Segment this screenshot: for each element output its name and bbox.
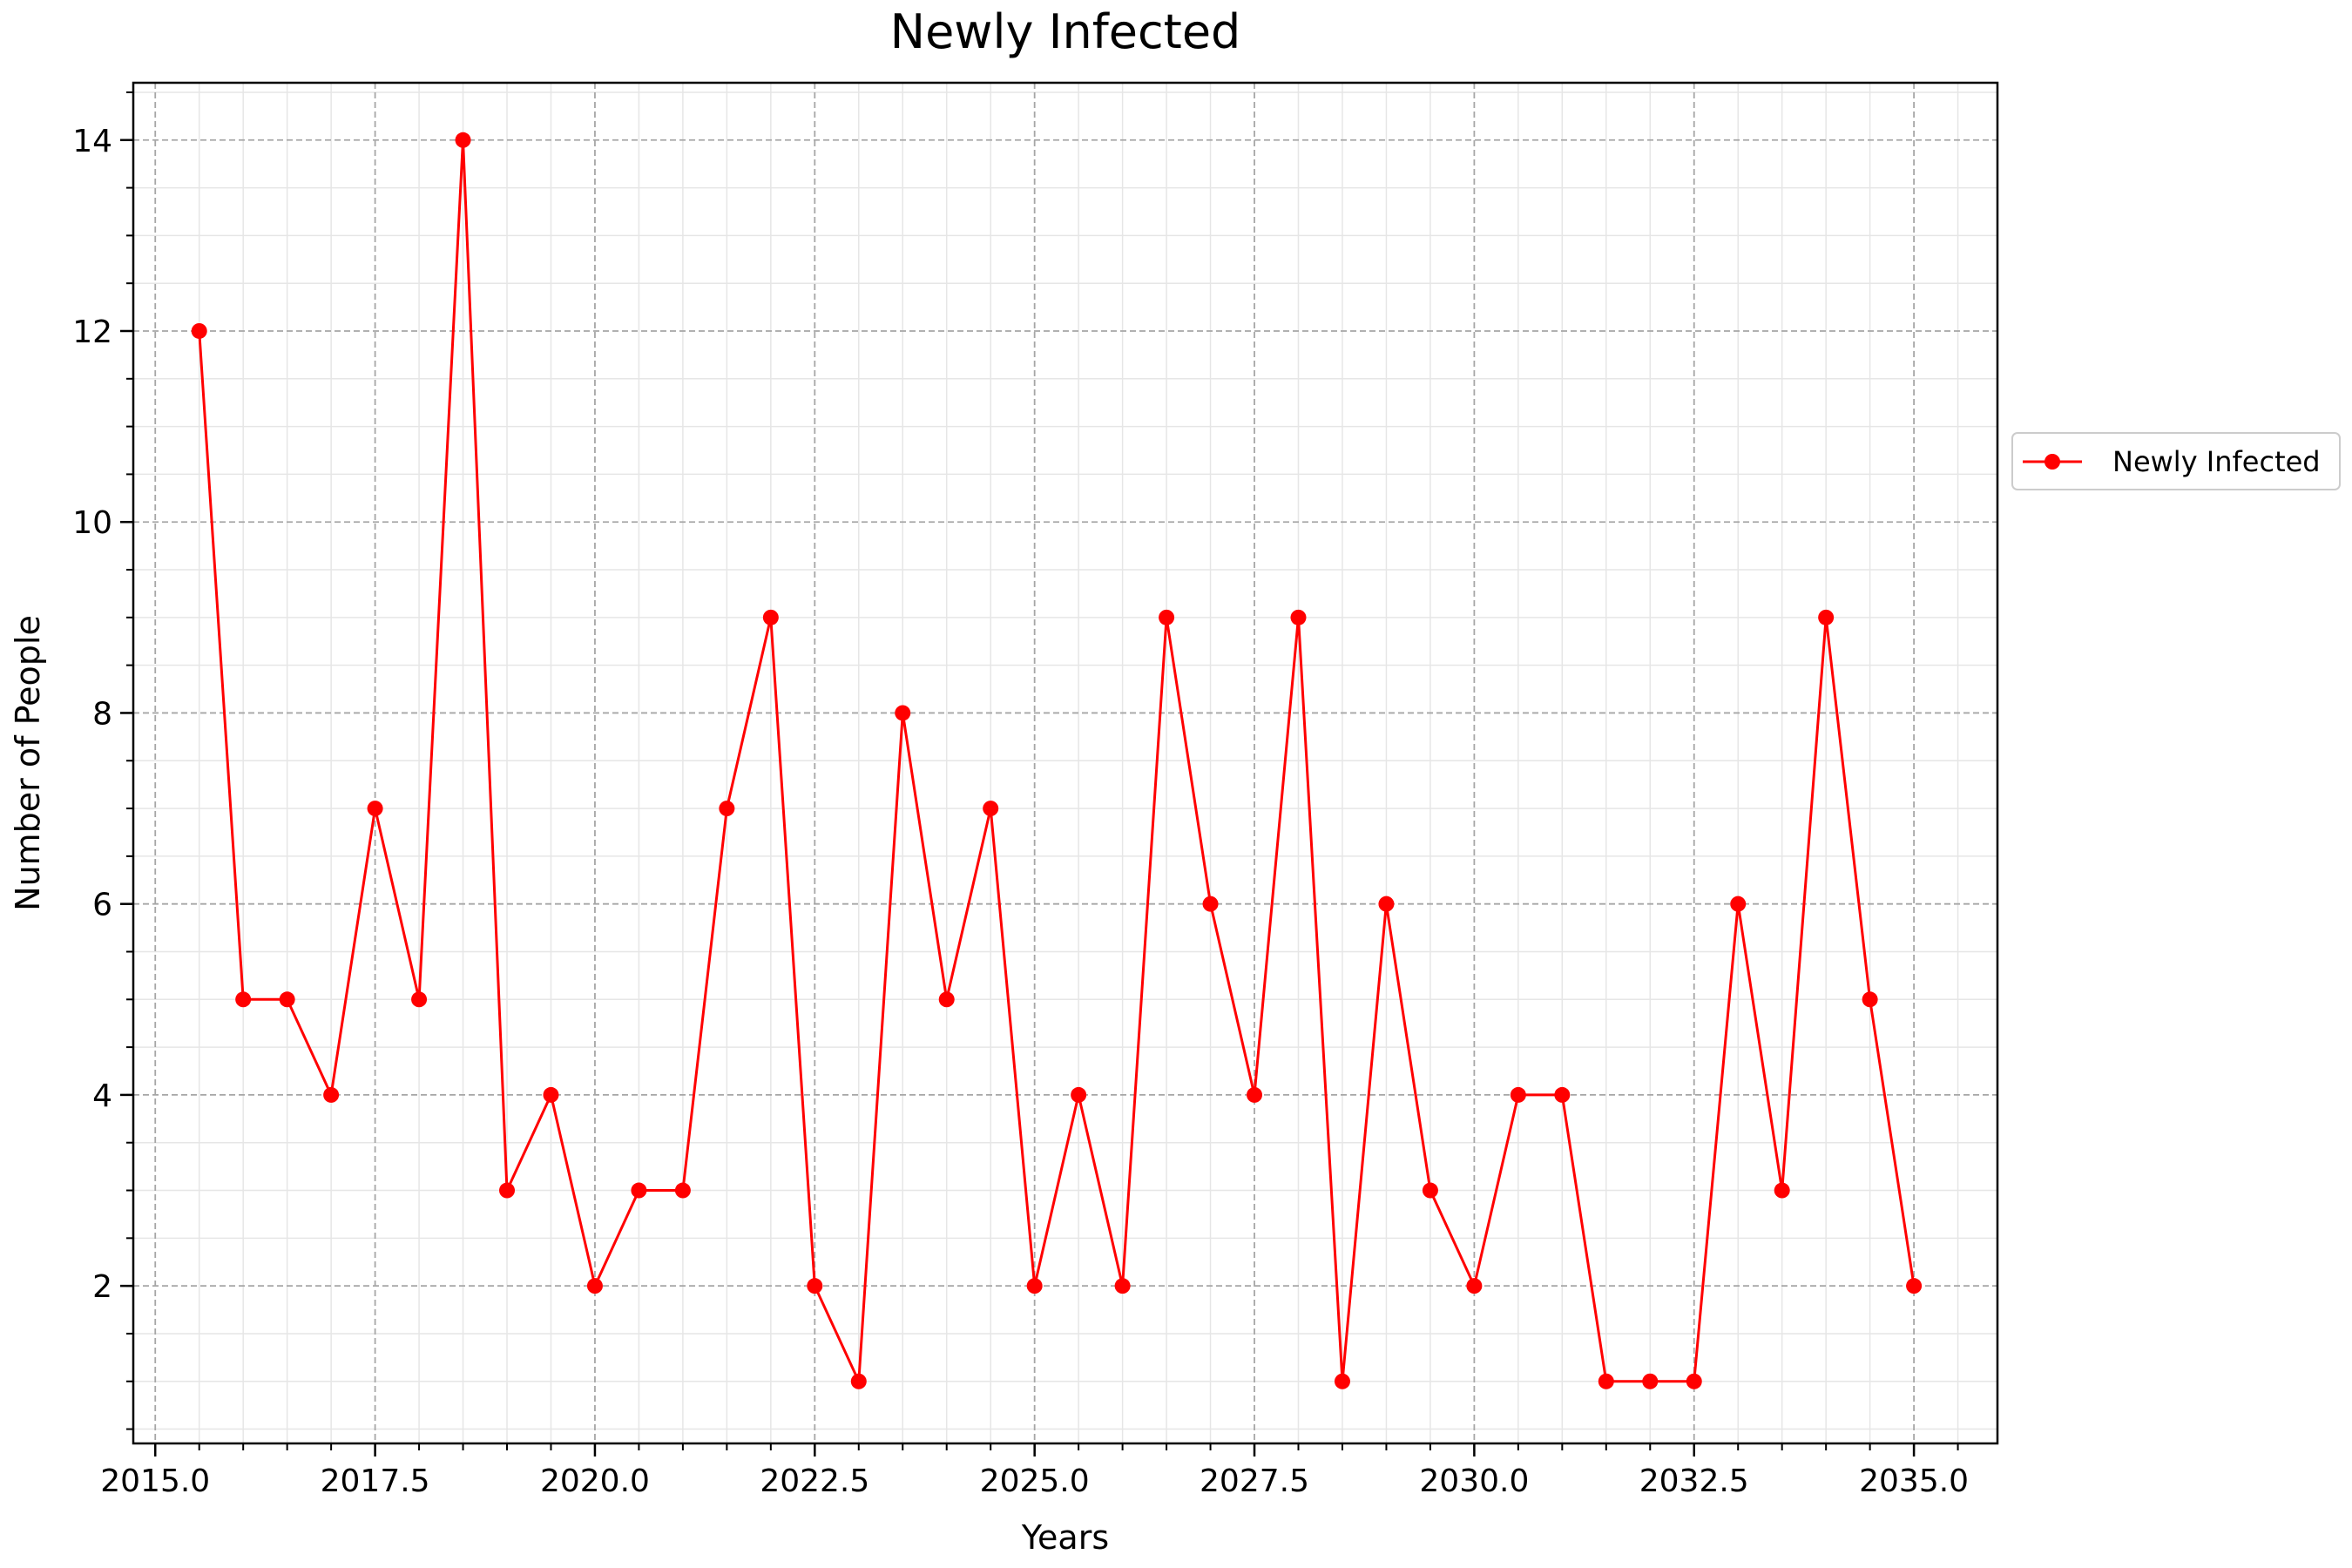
major-gridlines bbox=[133, 83, 1997, 1443]
series-line bbox=[198, 139, 1916, 1383]
data-point bbox=[455, 132, 471, 148]
data-point bbox=[1290, 609, 1307, 625]
y-tick-label: 6 bbox=[92, 888, 112, 923]
x-tick-label: 2027.5 bbox=[1200, 1463, 1309, 1499]
data-point bbox=[235, 991, 252, 1008]
data-point bbox=[1598, 1373, 1614, 1389]
data-point bbox=[1026, 1278, 1043, 1294]
data-point bbox=[1466, 1278, 1483, 1294]
x-tick-label: 2025.0 bbox=[980, 1463, 1090, 1499]
data-point bbox=[1774, 1182, 1790, 1199]
data-point bbox=[1554, 1086, 1571, 1103]
data-point bbox=[367, 801, 383, 817]
x-tick-label: 2015.0 bbox=[100, 1463, 210, 1499]
data-point bbox=[631, 1182, 647, 1199]
y-tick-label: 10 bbox=[72, 505, 112, 541]
data-point bbox=[323, 1086, 340, 1103]
data-point bbox=[411, 991, 428, 1008]
data-point bbox=[1159, 609, 1175, 625]
minor-gridlines bbox=[133, 83, 1997, 1443]
data-point bbox=[1114, 1278, 1131, 1294]
data-point bbox=[983, 801, 999, 817]
data-point bbox=[1202, 896, 1219, 912]
data-point bbox=[1510, 1086, 1526, 1103]
data-point bbox=[586, 1278, 603, 1294]
data-point bbox=[895, 705, 911, 721]
data-point bbox=[279, 991, 295, 1008]
plot-area bbox=[132, 81, 1999, 1445]
legend: Newly Infected bbox=[2011, 432, 2341, 490]
legend-marker bbox=[2044, 454, 2060, 470]
y-tick-label: 12 bbox=[72, 314, 112, 350]
data-point bbox=[1818, 609, 1835, 625]
data-point bbox=[1686, 1373, 1702, 1389]
data-point bbox=[1247, 1086, 1263, 1103]
data-point bbox=[191, 322, 207, 339]
data-point bbox=[807, 1278, 823, 1294]
y-tick-label: 8 bbox=[92, 696, 112, 732]
y-tick-label: 2 bbox=[92, 1269, 112, 1305]
data-point bbox=[719, 801, 735, 817]
data-point bbox=[674, 1182, 691, 1199]
y-axis-ticks: 2 4 6 8 10 12 14 bbox=[72, 91, 133, 1430]
y-axis-label: Number of People bbox=[9, 615, 47, 911]
data-point bbox=[1334, 1373, 1350, 1389]
legend-box bbox=[2011, 432, 2341, 490]
data-point bbox=[850, 1373, 867, 1389]
legend-label: Newly Infected bbox=[2112, 445, 2321, 478]
x-axis-label: Years bbox=[1021, 1518, 1109, 1557]
x-tick-label: 2035.0 bbox=[1859, 1463, 1969, 1499]
y-tick-label: 4 bbox=[92, 1078, 112, 1114]
data-point bbox=[762, 609, 779, 625]
data-point bbox=[1378, 896, 1395, 912]
data-point bbox=[938, 991, 955, 1008]
data-point bbox=[499, 1182, 516, 1199]
y-tick-label: 14 bbox=[72, 124, 112, 159]
data-point bbox=[1862, 991, 1878, 1008]
x-tick-label: 2020.0 bbox=[540, 1463, 650, 1499]
series-layer bbox=[191, 132, 1923, 1389]
data-point bbox=[1642, 1373, 1659, 1389]
data-point bbox=[1730, 896, 1747, 912]
x-tick-label: 2022.5 bbox=[760, 1463, 869, 1499]
data-point bbox=[543, 1086, 559, 1103]
x-axis-ticks: 2015.0 2017.5 2020.0 2022.5 2025.0 2027.5 2030… bbox=[100, 1443, 1969, 1499]
x-tick-label: 2017.5 bbox=[321, 1463, 430, 1499]
x-tick-label: 2032.5 bbox=[1639, 1463, 1749, 1499]
data-point bbox=[1422, 1182, 1438, 1199]
data-point bbox=[1071, 1086, 1087, 1103]
x-tick-label: 2030.0 bbox=[1419, 1463, 1529, 1499]
chart-title: Newly Infected bbox=[890, 4, 1241, 59]
data-point bbox=[1906, 1278, 1923, 1294]
